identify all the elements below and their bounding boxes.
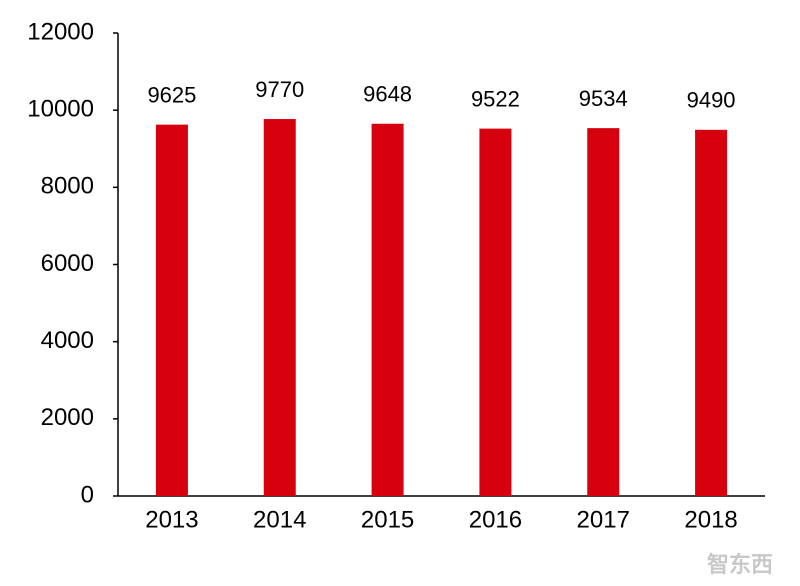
bar bbox=[695, 129, 728, 496]
y-tick-label: 2000 bbox=[41, 404, 94, 431]
y-tick-label: 10000 bbox=[27, 96, 94, 123]
data-label: 9522 bbox=[471, 86, 520, 111]
bar bbox=[479, 128, 512, 496]
bar bbox=[263, 119, 296, 496]
x-tick-label: 2016 bbox=[469, 506, 522, 533]
y-tick-label: 6000 bbox=[41, 250, 94, 277]
x-tick-label: 2017 bbox=[577, 506, 630, 533]
watermark: 智东西 bbox=[707, 552, 773, 577]
data-label: 9625 bbox=[147, 82, 196, 107]
x-tick-label: 2014 bbox=[253, 506, 306, 533]
data-label: 9534 bbox=[579, 86, 628, 111]
data-label: 9648 bbox=[363, 82, 412, 107]
y-tick-label: 8000 bbox=[41, 173, 94, 200]
y-tick-label: 4000 bbox=[41, 327, 94, 354]
bar bbox=[371, 123, 404, 497]
bar bbox=[155, 124, 188, 497]
y-tick-label: 0 bbox=[81, 481, 94, 508]
y-tick-label: 12000 bbox=[27, 18, 94, 45]
bar bbox=[587, 128, 620, 497]
x-tick-label: 2015 bbox=[361, 506, 414, 533]
x-tick-label: 2013 bbox=[145, 506, 198, 533]
x-tick-label: 2018 bbox=[684, 506, 737, 533]
data-label: 9770 bbox=[255, 77, 304, 102]
data-label: 9490 bbox=[687, 88, 736, 113]
